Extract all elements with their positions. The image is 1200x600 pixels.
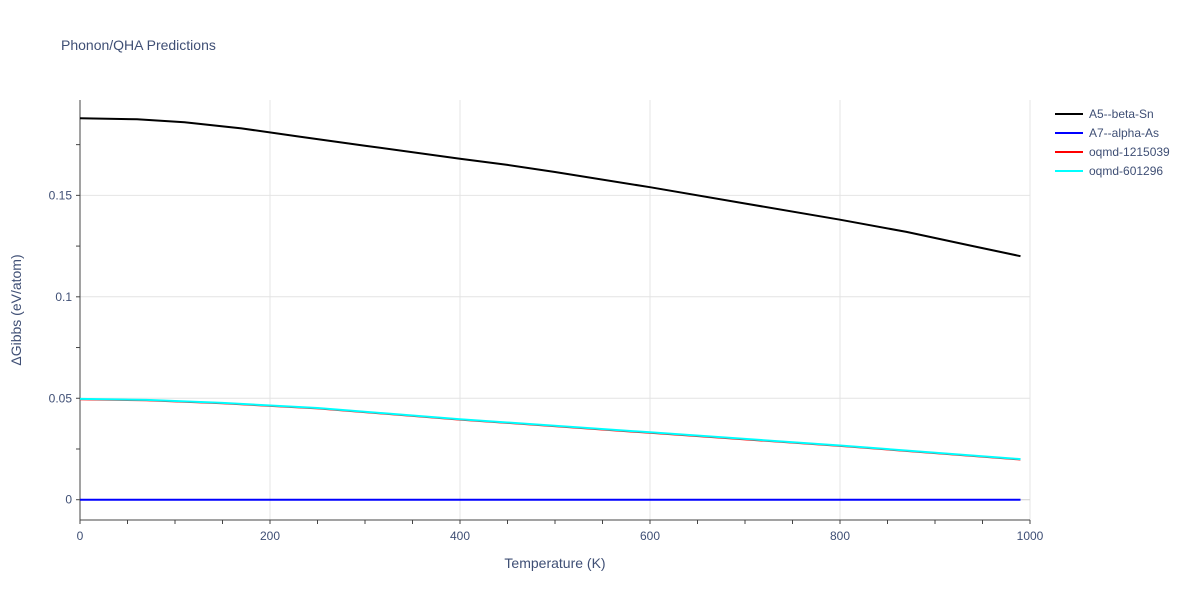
series-line-oqmd-1215039 xyxy=(79,398,1021,461)
x-tick-label: 600 xyxy=(640,529,660,543)
y-axis-title: ΔGibbs (eV/atom) xyxy=(8,254,24,365)
chart-title: Phonon/QHA Predictions xyxy=(61,37,216,53)
legend[interactable]: A5--beta-Sn A7--alpha-As oqmd-1215039 oqmd-… xyxy=(1055,107,1170,178)
legend-item[interactable]: A7--alpha-As xyxy=(1055,126,1159,140)
y-tick-label: 0.05 xyxy=(49,391,73,405)
series-line-oqmd-601296 xyxy=(79,397,1021,461)
legend-label: oqmd-601296 xyxy=(1089,164,1163,178)
series-line-A5--beta-Sn xyxy=(79,117,1021,258)
tick-labels: 0 200 400 600 800 1000 0 0.05 0.1 0.15 xyxy=(49,188,1044,543)
x-tick-label: 800 xyxy=(830,529,850,543)
legend-label: A5--beta-Sn xyxy=(1089,107,1154,121)
legend-label: oqmd-1215039 xyxy=(1089,145,1170,159)
legend-item[interactable]: oqmd-601296 xyxy=(1055,164,1163,178)
axes xyxy=(76,100,1031,524)
x-tick-label: 0 xyxy=(77,529,84,543)
y-tick-label: 0.1 xyxy=(55,290,72,304)
y-tick-label: 0.15 xyxy=(49,188,73,202)
legend-label: A7--alpha-As xyxy=(1089,126,1159,140)
x-tick-label: 400 xyxy=(450,529,470,543)
series-layer xyxy=(79,117,1021,501)
y-tick-label: 0 xyxy=(65,493,72,507)
grid xyxy=(80,100,1031,520)
legend-item[interactable]: oqmd-1215039 xyxy=(1055,145,1170,159)
x-tick-label: 1000 xyxy=(1017,529,1044,543)
x-axis-title: Temperature (K) xyxy=(504,555,605,571)
x-tick-label: 200 xyxy=(260,529,280,543)
legend-item[interactable]: A5--beta-Sn xyxy=(1055,107,1154,121)
